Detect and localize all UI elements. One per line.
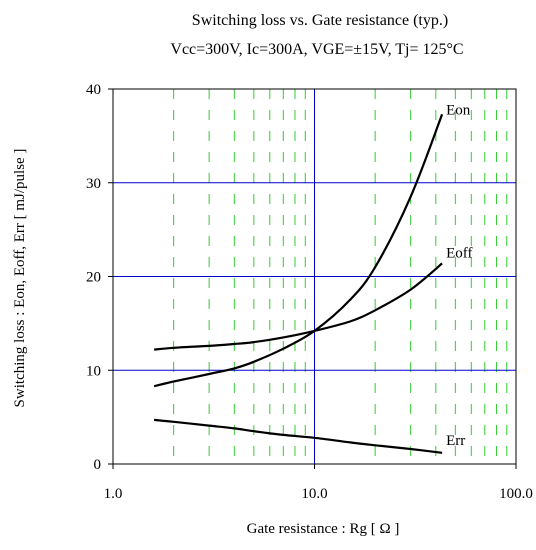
series-line-eoff (154, 262, 443, 351)
series-layer: Eon Eoff Err (153, 102, 473, 454)
x-axis-label: Gate resistance : Rg [ Ω ] (247, 521, 400, 537)
series-label-eon: Eon (446, 102, 471, 118)
x-tick-label: 100.0 (499, 486, 533, 502)
y-tick-label: 10 (86, 363, 101, 379)
chart-title: Switching loss vs. Gate resistance (typ.… (192, 12, 448, 29)
series-label-eoff: Eoff (446, 245, 472, 261)
chart-subtitle: Vcc=300V, Ic=300A, VGE=±15V, Tj= 125°C (170, 41, 463, 58)
y-tick-label: 0 (94, 457, 102, 473)
series-label-err: Err (446, 433, 465, 449)
grid-layer (113, 89, 516, 464)
x-tick-label: 10.0 (301, 486, 327, 502)
y-tick-label: 20 (86, 270, 101, 286)
y-axis-label: Switching loss : Eon, Eoff, Err [ mJ/pul… (12, 149, 28, 408)
y-tick-label: 30 (86, 176, 101, 192)
series-line-err (153, 418, 443, 454)
series-line-eon (153, 113, 444, 388)
x-tick-label: 1.0 (104, 486, 123, 502)
y-tick-label: 40 (86, 82, 101, 98)
tick-layer: 0 10 20 30 40 1.0 10.0 100.0 (86, 82, 533, 502)
